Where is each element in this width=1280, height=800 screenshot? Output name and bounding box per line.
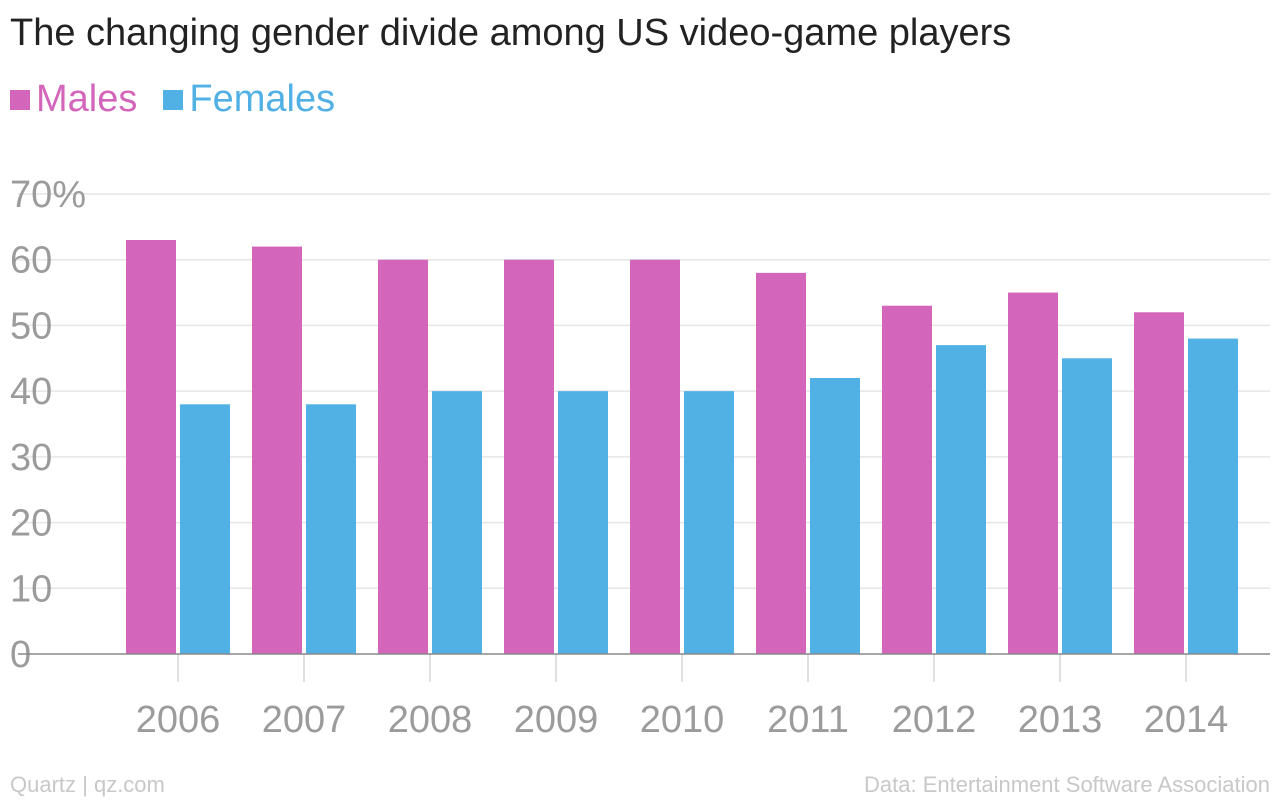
bar-males-2012 [882, 305, 932, 654]
y-tick-label: 20 [10, 503, 52, 545]
bar-females-2010 [684, 391, 734, 654]
legend-item-males: Males [10, 78, 137, 121]
bar-females-2006 [180, 404, 230, 654]
y-tick-label: 30 [10, 437, 52, 479]
bar-females-2011 [810, 378, 860, 654]
bar-males-2010 [630, 259, 680, 654]
bar-males-2009 [504, 259, 554, 654]
legend-swatch-females [163, 89, 184, 110]
bar-females-2007 [306, 404, 356, 654]
bar-males-2006 [126, 240, 176, 654]
x-tick-label: 2013 [1018, 699, 1103, 741]
bar-males-2011 [756, 272, 806, 654]
y-tick-label: 70% [10, 174, 86, 216]
legend-label-females: Females [189, 78, 336, 120]
x-tick-label: 2014 [1144, 699, 1229, 741]
y-tick-label: 10 [10, 568, 52, 610]
bar-males-2008 [378, 259, 428, 654]
x-tick-label: 2009 [514, 699, 599, 741]
legend-item-females: Females [163, 78, 335, 121]
bar-males-2013 [1008, 292, 1058, 654]
x-tick-label: 2011 [767, 699, 849, 741]
bar-females-2012 [936, 345, 986, 654]
x-tick-label: 2012 [892, 699, 977, 741]
bar-males-2014 [1134, 312, 1184, 654]
bar-females-2014 [1188, 338, 1238, 654]
y-tick-label: 60 [10, 240, 52, 282]
x-tick-label: 2008 [388, 699, 473, 741]
chart-title: The changing gender divide among US vide… [10, 12, 1012, 54]
bar-females-2009 [558, 391, 608, 654]
bar-males-2007 [252, 246, 302, 655]
footer-credit: Quartz | qz.com [10, 772, 165, 797]
chart-legend: Males Females [10, 78, 361, 121]
bar-females-2013 [1062, 358, 1112, 654]
bar-chart: 0 10 20 30 40 50 60 70% 2006 2007 2008 2009 2010 2011… [10, 174, 1270, 741]
y-tick-label: 50 [10, 305, 52, 347]
footer-data-source: Data: Entertainment Software Association [864, 772, 1270, 797]
legend-label-males: Males [36, 78, 138, 120]
legend-swatch-males [10, 89, 30, 110]
x-tick-label: 2006 [136, 699, 221, 741]
x-tick-label: 2007 [262, 699, 347, 741]
y-tick-label: 0 [10, 634, 31, 676]
x-tick-label: 2010 [640, 699, 725, 741]
y-tick-label: 40 [10, 371, 52, 413]
bar-females-2008 [432, 391, 482, 654]
